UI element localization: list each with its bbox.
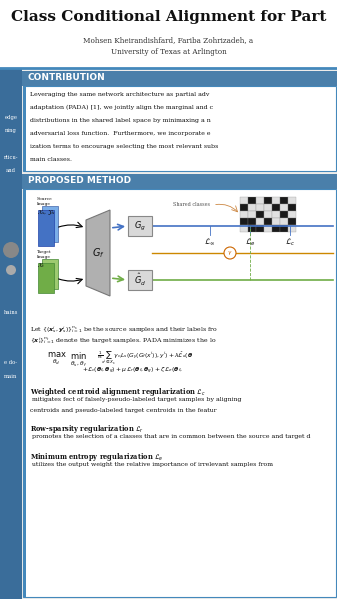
Text: utilizes the output weight the relative importance of irrelevant samples from: utilizes the output weight the relative … bbox=[30, 462, 273, 467]
Bar bbox=[280, 197, 287, 204]
Bar bbox=[256, 204, 264, 210]
Bar bbox=[256, 218, 264, 225]
Bar bbox=[264, 197, 272, 204]
Bar bbox=[38, 263, 54, 293]
Bar bbox=[288, 211, 296, 217]
Text: Leveraging the same network architecture as partial adv: Leveraging the same network architecture… bbox=[30, 92, 209, 97]
Bar bbox=[288, 218, 296, 225]
Text: $\mathcal{L}_c$: $\mathcal{L}_c$ bbox=[285, 236, 295, 247]
Bar bbox=[23, 86, 26, 171]
Circle shape bbox=[3, 242, 19, 258]
Polygon shape bbox=[86, 210, 110, 296]
Bar bbox=[42, 259, 58, 289]
Text: $\hat{G}_d$: $\hat{G}_d$ bbox=[134, 272, 146, 288]
Text: adversarial loss function.  Furthermore, we incorporate e: adversarial loss function. Furthermore, … bbox=[30, 131, 211, 136]
Bar bbox=[240, 204, 247, 210]
Bar bbox=[22, 68, 337, 599]
Text: ning: ning bbox=[5, 128, 17, 133]
Text: main: main bbox=[4, 374, 18, 379]
Bar bbox=[256, 225, 264, 231]
Bar bbox=[38, 210, 54, 246]
Text: Class Conditional Alignment for Part: Class Conditional Alignment for Part bbox=[11, 10, 326, 24]
Bar bbox=[280, 225, 287, 231]
Text: $\mathcal{L}_\infty$: $\mathcal{L}_\infty$ bbox=[204, 236, 216, 247]
Bar bbox=[272, 225, 279, 231]
Bar bbox=[0, 0, 337, 68]
Text: Target: Target bbox=[37, 250, 52, 254]
Bar bbox=[22, 174, 337, 189]
Bar bbox=[23, 189, 336, 597]
Bar bbox=[248, 204, 255, 210]
Text: mitigates fect of falsely-pseudo-labeled target samples by aligning: mitigates fect of falsely-pseudo-labeled… bbox=[30, 397, 242, 402]
Text: $\mathcal{L}_e$: $\mathcal{L}_e$ bbox=[245, 236, 255, 247]
Text: Shared classes: Shared classes bbox=[173, 202, 210, 207]
Bar bbox=[280, 204, 287, 210]
Bar bbox=[128, 270, 152, 290]
Bar bbox=[23, 189, 26, 597]
Text: $+ \mathcal{L}_c(\boldsymbol{\theta}_f, \boldsymbol{\theta}_g) + \mu\,\mathcal{L: $+ \mathcal{L}_c(\boldsymbol{\theta}_f, … bbox=[82, 366, 183, 376]
Bar bbox=[240, 197, 247, 204]
Bar bbox=[248, 197, 255, 204]
Text: CONTRIBUTION: CONTRIBUTION bbox=[28, 73, 106, 82]
Bar bbox=[128, 216, 152, 236]
Bar bbox=[240, 211, 247, 217]
Text: $\mathcal{X}_s, \mathcal{Y}_s$: $\mathcal{X}_s, \mathcal{Y}_s$ bbox=[37, 207, 56, 217]
Bar bbox=[272, 211, 279, 217]
Bar bbox=[240, 225, 247, 231]
Bar bbox=[288, 204, 296, 210]
Bar bbox=[280, 211, 287, 217]
Bar bbox=[42, 206, 58, 242]
Text: $\mathcal{X}_t$: $\mathcal{X}_t$ bbox=[37, 260, 45, 270]
Text: $\frac{1}{n_s}\!\sum_{x^i\in X_s}\!\gamma_{c_i} L_s(G_y(G_f(x^i)), y^i) + \lambd: $\frac{1}{n_s}\!\sum_{x^i\in X_s}\!\gamm… bbox=[97, 350, 193, 367]
Text: PROPOSED METHOD: PROPOSED METHOD bbox=[28, 176, 131, 185]
Text: Mohsen Kheirandishfard, Fariba Zohrizadeh, a: Mohsen Kheirandishfard, Fariba Zohrizade… bbox=[84, 36, 253, 44]
Bar bbox=[248, 211, 255, 217]
Bar bbox=[288, 225, 296, 231]
Text: Row-sparsity regularization $\mathcal{L}_r$: Row-sparsity regularization $\mathcal{L}… bbox=[30, 423, 144, 435]
Text: hains: hains bbox=[4, 310, 18, 315]
Text: e do-: e do- bbox=[4, 360, 18, 365]
Text: Image: Image bbox=[37, 202, 51, 206]
Text: promotes the selection of a classes that are in common between the source and ta: promotes the selection of a classes that… bbox=[30, 434, 310, 439]
Bar bbox=[248, 218, 255, 225]
Text: $\min_{\theta_s,\theta_f}$: $\min_{\theta_s,\theta_f}$ bbox=[70, 350, 87, 368]
Text: $G_f$: $G_f$ bbox=[92, 246, 104, 260]
Text: Let $\{(\boldsymbol{x}_s^i, \boldsymbol{y}_s^i)\}_{i=1}^{n_s}$ be the source sam: Let $\{(\boldsymbol{x}_s^i, \boldsymbol{… bbox=[30, 324, 218, 335]
Bar bbox=[280, 218, 287, 225]
Text: centroids and pseudo-labeled target centroids in the featur: centroids and pseudo-labeled target cent… bbox=[30, 408, 216, 413]
Text: Minimum entropy regularization $\mathcal{L}_e$: Minimum entropy regularization $\mathcal… bbox=[30, 451, 163, 463]
Bar bbox=[264, 218, 272, 225]
Text: University of Texas at Arlington: University of Texas at Arlington bbox=[111, 48, 226, 56]
Bar bbox=[288, 197, 296, 204]
Bar bbox=[248, 225, 255, 231]
Text: $\{\boldsymbol{x}_t^i\}_{i=1}^{n_t}$ denote the target samples. PADA minimizes t: $\{\boldsymbol{x}_t^i\}_{i=1}^{n_t}$ den… bbox=[30, 335, 216, 346]
Bar bbox=[256, 197, 264, 204]
Bar bbox=[272, 204, 279, 210]
Text: edge: edge bbox=[4, 115, 18, 120]
Bar bbox=[23, 86, 336, 171]
Bar bbox=[0, 68, 22, 599]
Circle shape bbox=[224, 247, 236, 259]
Bar bbox=[264, 211, 272, 217]
Bar bbox=[264, 204, 272, 210]
Text: Source: Source bbox=[37, 197, 53, 201]
Bar bbox=[22, 71, 337, 86]
Text: distributions in the shared label space by minimaxing a n: distributions in the shared label space … bbox=[30, 118, 211, 123]
Text: $\max_{\theta_d}$: $\max_{\theta_d}$ bbox=[47, 350, 67, 367]
Text: main classes.: main classes. bbox=[30, 157, 72, 162]
Text: Weighted centroid alignment regularization $\mathcal{L}_c$: Weighted centroid alignment regularizati… bbox=[30, 386, 206, 398]
Circle shape bbox=[6, 265, 16, 275]
Text: Image: Image bbox=[37, 255, 51, 259]
Bar bbox=[272, 197, 279, 204]
Text: $G_g$: $G_g$ bbox=[134, 219, 146, 232]
Text: ization terms to encourage selecting the most relevant subs: ization terms to encourage selecting the… bbox=[30, 144, 218, 149]
Bar bbox=[264, 225, 272, 231]
Bar bbox=[272, 218, 279, 225]
Bar bbox=[240, 218, 247, 225]
Bar bbox=[256, 211, 264, 217]
Text: $\gamma$: $\gamma$ bbox=[227, 249, 233, 257]
Text: and: and bbox=[6, 168, 16, 173]
Text: rticu-: rticu- bbox=[4, 155, 18, 160]
Text: adaptation (PADA) [1], we jointly align the marginal and c: adaptation (PADA) [1], we jointly align … bbox=[30, 105, 213, 110]
